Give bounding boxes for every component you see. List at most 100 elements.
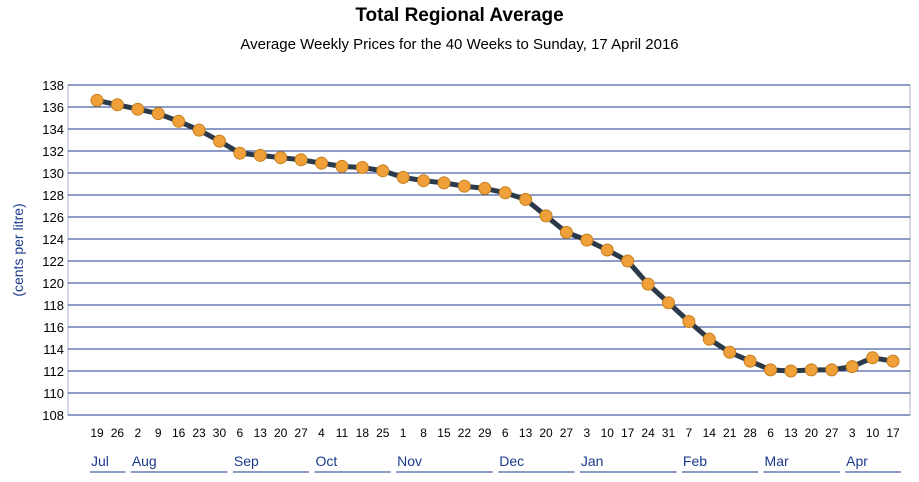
x-tick-label: 16 bbox=[172, 426, 186, 440]
series-line bbox=[96, 97, 894, 374]
data-point bbox=[702, 332, 716, 346]
x-tick-label: 20 bbox=[805, 426, 819, 440]
month-label: Jul bbox=[91, 453, 109, 469]
x-tick-label: 13 bbox=[254, 426, 268, 440]
data-point bbox=[559, 225, 573, 239]
y-tick-label: 124 bbox=[42, 232, 64, 247]
y-tick-label: 138 bbox=[42, 78, 64, 93]
x-tick-label: 13 bbox=[784, 426, 798, 440]
x-tick-label: 27 bbox=[294, 426, 308, 440]
data-point bbox=[335, 159, 349, 173]
x-tick-label: 6 bbox=[767, 426, 774, 440]
data-point bbox=[172, 114, 186, 128]
price-series bbox=[90, 93, 900, 378]
data-point bbox=[294, 153, 308, 167]
x-tick-label: 26 bbox=[111, 426, 125, 440]
x-tick-label: 9 bbox=[155, 426, 162, 440]
data-point bbox=[274, 151, 288, 165]
y-tick-label: 108 bbox=[42, 408, 64, 423]
data-point bbox=[233, 146, 247, 160]
data-point bbox=[478, 181, 492, 195]
y-tick-label: 130 bbox=[42, 166, 64, 181]
data-point bbox=[804, 363, 818, 377]
x-tick-label: 10 bbox=[866, 426, 880, 440]
x-tick-label: 20 bbox=[539, 426, 553, 440]
x-tick-label: 27 bbox=[560, 426, 574, 440]
month-label: Dec bbox=[499, 453, 524, 469]
x-tick-label: 31 bbox=[662, 426, 676, 440]
x-tick-label: 14 bbox=[703, 426, 717, 440]
y-tick-labels: 108 110 112 114 116 118 120 122 124 126 128 130 132 1… bbox=[42, 78, 64, 423]
x-tick-label: 10 bbox=[601, 426, 615, 440]
x-tick-label: 8 bbox=[420, 426, 427, 440]
x-tick-label: 23 bbox=[192, 426, 206, 440]
x-tick-label: 3 bbox=[849, 426, 856, 440]
data-point bbox=[498, 186, 512, 200]
y-tick-label: 122 bbox=[42, 254, 64, 269]
month-labels: Jul Aug Sep Oct Nov Dec Jan Feb Mar Apr bbox=[90, 453, 901, 473]
y-tick-label: 114 bbox=[43, 342, 64, 357]
data-point bbox=[376, 164, 390, 178]
data-point bbox=[600, 243, 614, 257]
data-point bbox=[784, 364, 798, 378]
x-tick-label: 22 bbox=[458, 426, 472, 440]
chart-subtitle: Average Weekly Prices for the 40 Weeks t… bbox=[240, 36, 679, 53]
data-point bbox=[661, 296, 675, 310]
data-point bbox=[519, 192, 533, 206]
data-point bbox=[457, 179, 471, 193]
gridlines bbox=[67, 84, 911, 416]
x-tick-label: 11 bbox=[336, 426, 349, 440]
data-point bbox=[396, 170, 410, 184]
y-tick-label: 136 bbox=[42, 100, 64, 115]
data-point bbox=[866, 351, 880, 365]
x-tick-label: 4 bbox=[318, 426, 325, 440]
data-point bbox=[417, 174, 431, 188]
data-point bbox=[723, 345, 737, 359]
data-point bbox=[580, 233, 594, 247]
data-point bbox=[355, 161, 369, 174]
x-tick-label: 7 bbox=[686, 426, 693, 440]
data-point bbox=[192, 123, 206, 137]
x-tick-label: 19 bbox=[90, 426, 104, 440]
data-point bbox=[90, 93, 104, 107]
data-point bbox=[886, 354, 900, 368]
data-point bbox=[621, 254, 635, 268]
month-label: Oct bbox=[316, 453, 338, 469]
x-tick-label: 28 bbox=[743, 426, 757, 440]
data-point bbox=[539, 209, 553, 223]
x-tick-label: 27 bbox=[825, 426, 839, 440]
month-label: Sep bbox=[234, 453, 259, 469]
x-tick-label: 17 bbox=[886, 426, 900, 440]
data-point bbox=[682, 315, 696, 328]
x-tick-label: 17 bbox=[621, 426, 635, 440]
x-tick-label: 1 bbox=[400, 426, 407, 440]
x-tick-label: 24 bbox=[641, 426, 655, 440]
month-label: Apr bbox=[846, 453, 868, 469]
y-tick-label: 112 bbox=[43, 364, 64, 379]
data-point bbox=[131, 102, 145, 116]
x-tick-label: 2 bbox=[134, 426, 141, 440]
data-point bbox=[641, 277, 655, 291]
x-tick-labels: 19 26 2 9 16 23 30 6 13 20 27 4 11 18 25 1 8 15 22 29 6 13 20 2… bbox=[90, 426, 900, 440]
month-label: Mar bbox=[765, 453, 789, 469]
data-point bbox=[315, 156, 329, 170]
month-label: Aug bbox=[132, 453, 157, 469]
y-tick-label: 116 bbox=[43, 320, 64, 335]
chart-title: Total Regional Average bbox=[355, 5, 564, 26]
y-tick-label: 128 bbox=[42, 188, 64, 203]
data-point bbox=[845, 360, 859, 374]
month-label: Nov bbox=[397, 453, 422, 469]
data-point bbox=[743, 354, 757, 368]
x-tick-label: 29 bbox=[478, 426, 492, 440]
y-tick-label: 132 bbox=[42, 144, 64, 159]
x-tick-label: 30 bbox=[213, 426, 227, 440]
x-tick-label: 21 bbox=[723, 426, 737, 440]
data-point bbox=[212, 134, 226, 148]
x-tick-label: 20 bbox=[274, 426, 288, 440]
y-tick-label: 110 bbox=[43, 386, 64, 401]
month-label: Jan bbox=[581, 453, 604, 469]
y-tick-label: 118 bbox=[43, 298, 64, 313]
x-tick-label: 6 bbox=[237, 426, 244, 440]
y-tick-label: 134 bbox=[42, 122, 64, 137]
